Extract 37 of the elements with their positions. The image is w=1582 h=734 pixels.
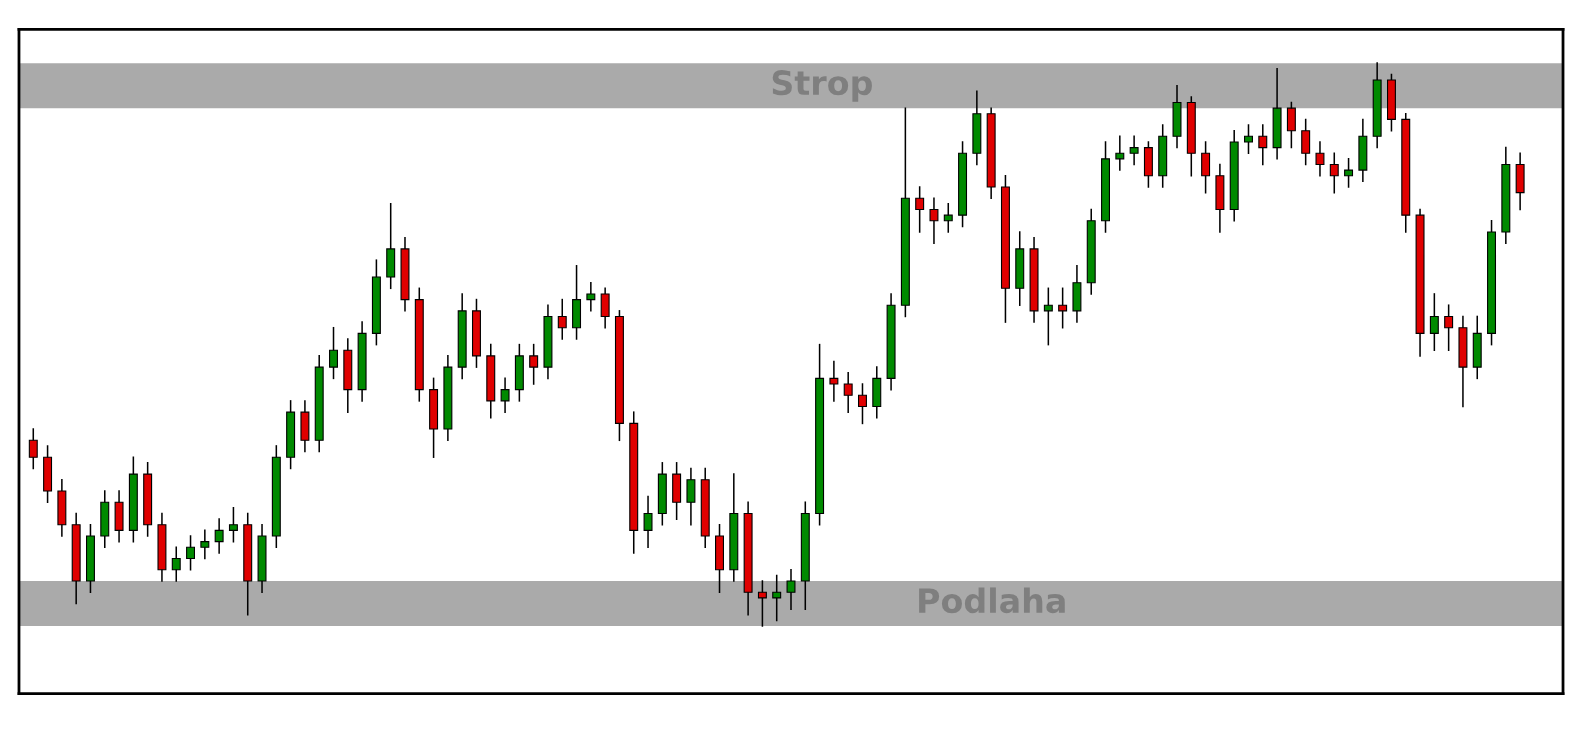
candlestick xyxy=(643,495,653,549)
candlestick xyxy=(1315,141,1325,177)
candlestick xyxy=(200,529,210,560)
candlestick xyxy=(1201,141,1211,194)
candlestick xyxy=(214,518,224,554)
candlestick xyxy=(586,281,596,312)
candlestick xyxy=(557,298,567,340)
candlestick xyxy=(1058,287,1068,329)
candlestick xyxy=(829,360,839,402)
candlestick xyxy=(600,287,610,329)
candlestick xyxy=(1329,152,1339,194)
candlestick xyxy=(228,507,238,543)
candlestick xyxy=(500,377,510,413)
candlestick xyxy=(186,535,196,571)
candlestick xyxy=(1244,124,1253,154)
candlestick xyxy=(772,574,782,622)
candlestick xyxy=(1115,135,1125,171)
candlestick xyxy=(1129,135,1139,166)
candlestick xyxy=(943,203,953,233)
candlestick xyxy=(1286,101,1296,149)
candlestick xyxy=(757,580,767,627)
candlestick xyxy=(1344,158,1354,188)
candlestick xyxy=(686,467,696,526)
candlestick xyxy=(1444,304,1454,352)
candlestick xyxy=(329,326,338,380)
candlestick xyxy=(1043,287,1053,346)
candlestick xyxy=(915,186,925,233)
candlestick xyxy=(171,546,181,582)
candlestick xyxy=(843,371,853,413)
candlestick xyxy=(529,343,539,385)
candlestick xyxy=(1301,118,1311,166)
candlestick xyxy=(786,569,796,610)
candlestick xyxy=(1258,124,1268,166)
candlestick xyxy=(857,383,867,425)
candlestick xyxy=(929,197,939,245)
candlestick xyxy=(28,428,38,470)
candlestick xyxy=(1429,293,1439,352)
